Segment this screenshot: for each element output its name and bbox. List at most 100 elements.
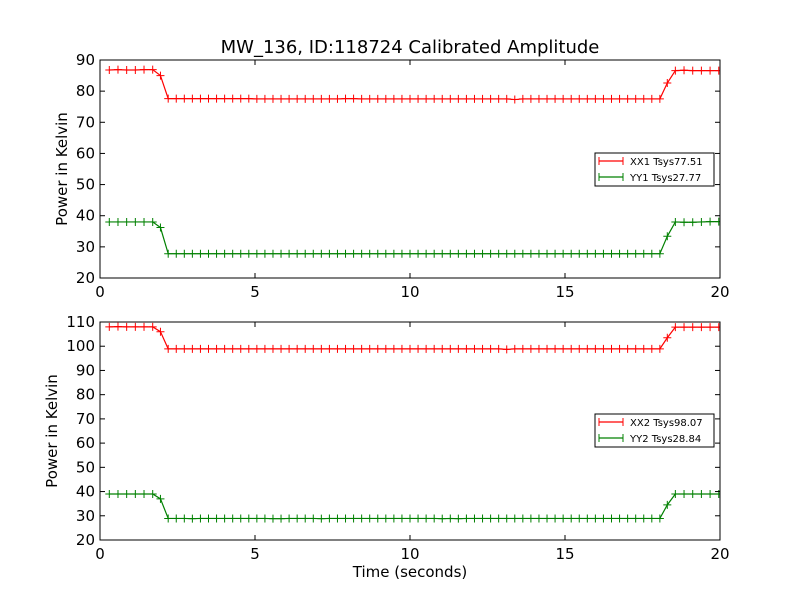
data-point-marker: [680, 323, 689, 332]
data-point-marker: [180, 344, 189, 353]
data-point-marker: [113, 489, 122, 498]
data-point-marker: [454, 94, 463, 103]
data-point-marker: [301, 249, 310, 258]
legend-box: [594, 152, 715, 187]
data-point-marker: [559, 514, 568, 523]
data-point-marker: [615, 94, 624, 103]
data-point-marker: [140, 217, 149, 226]
data-point-marker: [671, 66, 680, 75]
data-point-marker: [341, 514, 350, 523]
data-point-marker: [301, 514, 310, 523]
y-tick-label: 50: [76, 176, 95, 194]
data-point-marker: [591, 514, 600, 523]
data-point-marker: [494, 344, 503, 353]
data-point-marker: [526, 344, 535, 353]
data-point-marker: [615, 344, 624, 353]
data-point-marker: [397, 514, 406, 523]
data-point-marker: [277, 344, 286, 353]
data-point-marker: [122, 322, 131, 331]
data-point-marker: [397, 249, 406, 258]
data-point-marker: [534, 249, 543, 258]
data-point-marker: [438, 94, 447, 103]
data-point-marker: [204, 94, 213, 103]
data-point-marker: [446, 344, 455, 353]
data-point-marker: [599, 94, 608, 103]
data-point-marker: [414, 514, 423, 523]
data-point-marker: [680, 66, 689, 75]
data-point-marker: [671, 323, 680, 332]
data-point-marker: [228, 514, 237, 523]
data-point-marker: [236, 344, 245, 353]
data-point-marker: [365, 249, 374, 258]
data-point-marker: [188, 249, 197, 258]
data-point-marker: [706, 489, 715, 498]
data-point-marker: [583, 249, 592, 258]
y-tick-label: 80: [76, 82, 95, 100]
data-point-marker: [446, 514, 455, 523]
data-point-marker: [478, 249, 487, 258]
data-point-marker: [462, 344, 471, 353]
data-point-marker: [122, 489, 131, 498]
data-point-marker: [220, 344, 229, 353]
data-point-marker: [220, 249, 229, 258]
data-point-marker: [599, 249, 608, 258]
data-point-marker: [688, 66, 697, 75]
data-point-marker: [228, 344, 237, 353]
data-point-marker: [244, 94, 253, 103]
data-point-marker: [551, 514, 560, 523]
data-point-marker: [164, 344, 173, 353]
data-point-marker: [615, 514, 624, 523]
data-point-marker: [414, 94, 423, 103]
data-point-marker: [373, 249, 382, 258]
data-point-marker: [357, 94, 366, 103]
data-point-marker: [647, 94, 656, 103]
data-point-marker: [534, 514, 543, 523]
data-point-marker: [204, 344, 213, 353]
data-point-marker: [688, 323, 697, 332]
data-point-marker: [486, 249, 495, 258]
data-point-marker: [285, 94, 294, 103]
data-point-marker: [583, 344, 592, 353]
legend: XX1 Tsys77.51 YY1 Tsys27.77: [594, 152, 715, 187]
data-point-marker: [293, 514, 302, 523]
data-point-marker: [438, 344, 447, 353]
data-point-marker: [647, 344, 656, 353]
data-point-marker: [349, 94, 358, 103]
series-line-2: [109, 493, 719, 520]
data-point-marker: [212, 249, 221, 258]
data-point-marker: [317, 514, 326, 523]
data-point-marker: [204, 249, 213, 258]
top-plot-panel: 0 5 10 15 20 20 30 40 50 60 70 80 90 XX1 Tsys77.51 YY1…: [76, 51, 730, 301]
data-point-marker: [446, 94, 455, 103]
x-tick-label: 5: [250, 283, 260, 301]
data-point-marker: [277, 94, 286, 103]
data-point-marker: [381, 94, 390, 103]
data-point-marker: [252, 514, 261, 523]
data-point-marker: [714, 217, 720, 226]
data-point-marker: [559, 249, 568, 258]
data-point-marker: [268, 249, 277, 258]
data-point-marker: [389, 249, 398, 258]
data-point-marker: [663, 500, 672, 509]
bottom-y-axis-label: Power in Kelvin: [43, 374, 61, 488]
data-point-marker: [260, 94, 269, 103]
data-point-marker: [341, 249, 350, 258]
data-point-marker: [454, 344, 463, 353]
data-point-marker: [671, 489, 680, 498]
data-point-marker: [325, 249, 334, 258]
x-tick-label: 5: [250, 545, 260, 563]
data-point-marker: [655, 94, 664, 103]
data-point-marker: [534, 94, 543, 103]
data-point-marker: [148, 217, 157, 226]
data-point-marker: [502, 345, 511, 354]
data-point-marker: [188, 344, 197, 353]
legend-label: XX1 Tsys77.51: [630, 157, 703, 168]
data-point-marker: [575, 94, 584, 103]
data-point-marker: [671, 217, 680, 226]
data-point-marker: [196, 249, 205, 258]
data-point-marker: [697, 323, 706, 332]
data-point-marker: [607, 249, 616, 258]
data-point-marker: [422, 344, 431, 353]
x-tick-label: 10: [400, 283, 419, 301]
data-point-marker: [164, 249, 173, 258]
